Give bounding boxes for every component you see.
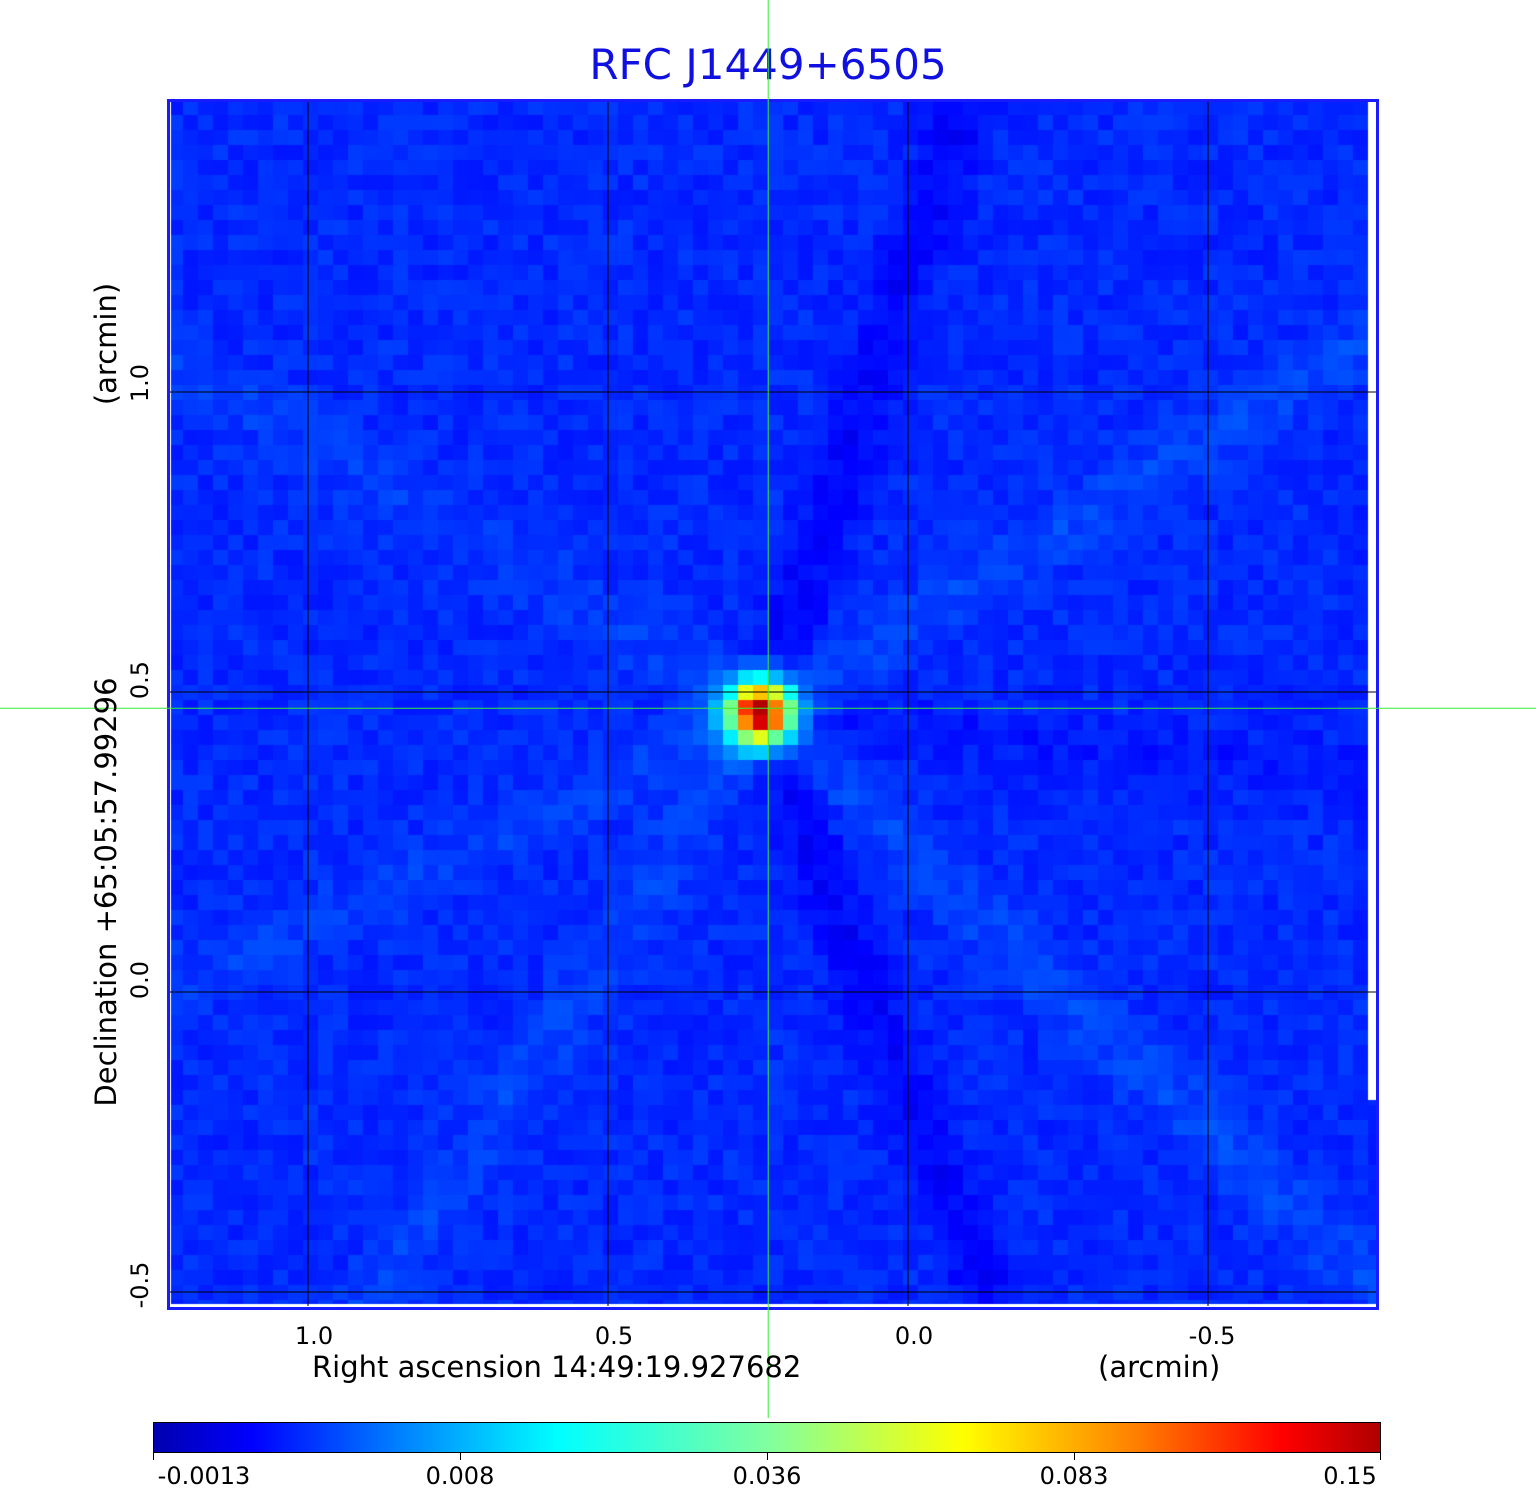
colorbar-tick	[460, 1452, 461, 1460]
y-axis-unit: (arcmin)	[89, 282, 123, 406]
radio-image-heatmap[interactable]	[168, 100, 1378, 1308]
colorbar-tick	[1074, 1452, 1075, 1460]
x-tick-label: 0.5	[594, 1322, 634, 1350]
colorbar-tick	[767, 1452, 768, 1460]
colorbar-label: 0.083	[1039, 1462, 1109, 1490]
y-tick-label: 0.0	[126, 960, 154, 1000]
colorbar-label: 0.008	[425, 1462, 495, 1490]
x-tick-label: 1.0	[294, 1322, 334, 1350]
colorbar	[153, 1422, 1381, 1453]
colorbar-label: -0.0013	[157, 1462, 251, 1490]
y-tick-label: -0.5	[126, 1261, 154, 1309]
y-axis-label: Declination +65:05:57.99296	[89, 677, 123, 1107]
colorbar-label: 0.15	[1323, 1462, 1377, 1490]
colorbar-tick	[1380, 1452, 1381, 1460]
colorbar-label: 0.036	[732, 1462, 802, 1490]
y-tick-label: 1.0	[126, 363, 154, 403]
x-tick-label: 0.0	[894, 1322, 934, 1350]
x-tick-label: -0.5	[1188, 1322, 1236, 1350]
x-axis-label: Right ascension 14:49:19.927682	[312, 1350, 802, 1384]
y-tick-label: 0.5	[126, 660, 154, 700]
x-axis-unit: (arcmin)	[1098, 1350, 1221, 1384]
colorbar-tick	[153, 1452, 154, 1460]
plot-frame	[167, 99, 1379, 1310]
